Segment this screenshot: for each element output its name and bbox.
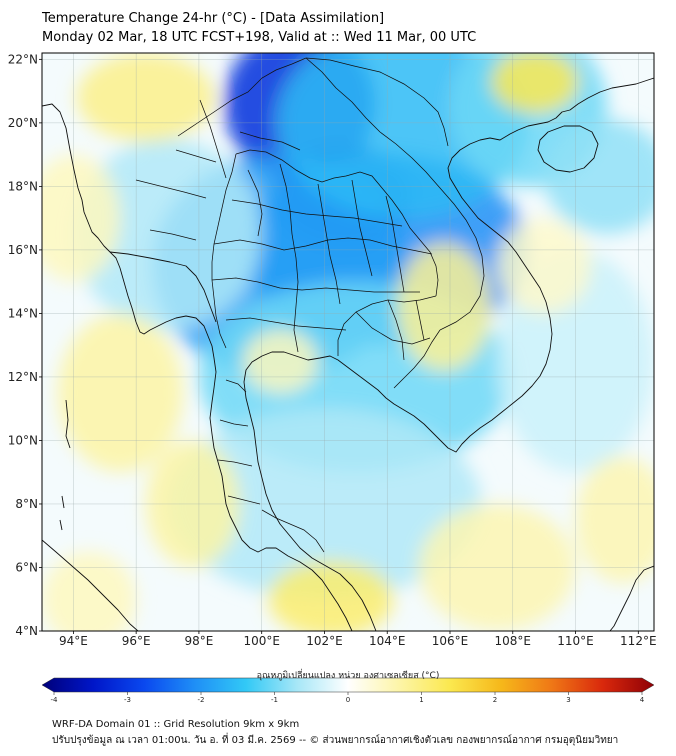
lat-tick-label: 6°N: [15, 560, 38, 574]
border-cambodia-vietnam: [393, 329, 441, 389]
lon-tick-label: 96°E: [122, 634, 151, 648]
coastlines-and-borders: [42, 77, 654, 631]
hainan-island: [537, 125, 599, 173]
lat-tick-label: 22°N: [8, 52, 38, 66]
colorbar-tick-label: -3: [124, 696, 131, 704]
lat-tick-label: 8°N: [15, 497, 38, 511]
lat-tick-label: 18°N: [8, 179, 38, 193]
andaman-islands: [59, 399, 71, 531]
lon-tick-label: 110°E: [557, 634, 594, 648]
border-thailand-myanmar: [211, 153, 237, 349]
colorbar-tick-label: 3: [566, 696, 570, 704]
graticule: [42, 53, 654, 631]
border-laos-vietnam: [305, 57, 485, 331]
lat-tick-label: 4°N: [15, 624, 38, 638]
map-frame: [41, 52, 655, 632]
lat-tick-label: 16°N: [8, 243, 38, 257]
border-thailand-cambodia: [337, 295, 437, 356]
colorbar-tick-label: 4: [640, 696, 645, 704]
myanmar-divisions: [135, 99, 227, 241]
temperature-field: [42, 53, 654, 631]
west-coast-inland: [109, 251, 217, 323]
lat-tick-label: 12°N: [8, 370, 38, 384]
lon-tick-label: 94°E: [59, 634, 88, 648]
colorbar-tick-label: 0: [346, 696, 350, 704]
lat-tick-label: 14°N: [8, 306, 38, 320]
footer-model-info: WRF-DA Domain 01 :: Grid Resolution 9km …: [52, 719, 300, 730]
colorbar-tick-label: -1: [271, 696, 278, 704]
colorbar: -4 -3 -2 -1 0 1 2 3 4: [41, 677, 655, 704]
anomaly-region: [42, 551, 137, 631]
anomaly-region: [267, 561, 394, 631]
anomaly-region: [57, 313, 184, 473]
sumatra-tip: [42, 539, 139, 631]
cambodia-provinces: [355, 299, 431, 361]
peninsula-provinces: [217, 379, 261, 505]
lon-tick-label: 104°E: [369, 634, 406, 648]
border-china: [305, 57, 449, 147]
colorbar-label: อุณหภูมิเปลี่ยนแปลง หน่วย องศาเซลเซียส (…: [256, 671, 440, 681]
province-lines-b: [247, 163, 405, 353]
anomaly-region: [544, 119, 654, 235]
lon-tick-label: 100°E: [243, 634, 280, 648]
lon-tick-label: 102°E: [306, 634, 343, 648]
lat-tick-label: 20°N: [8, 116, 38, 130]
lon-tick-label: 106°E: [432, 634, 469, 648]
colorbar-tick-label: -4: [51, 696, 59, 704]
border-myanmar-north: [177, 57, 307, 137]
malaysia-thailand-border: [261, 509, 325, 553]
map-title: Temperature Change 24-hr (°C) - [Data As…: [42, 11, 385, 26]
anomaly-region: [396, 243, 491, 371]
anomaly-region: [76, 53, 215, 142]
map-subtitle: Monday 02 Mar, 18 UTC FCST+198, Valid at…: [42, 30, 477, 45]
colorbar-tick-label: 1: [419, 696, 423, 704]
colorbar-tick-label: -2: [198, 696, 205, 704]
province-lines-c: [225, 131, 403, 331]
lon-tick-label: 112°E: [620, 634, 657, 648]
borneo-coast: [609, 565, 654, 631]
province-lines-a: [211, 237, 433, 293]
anomaly-region: [575, 456, 654, 584]
lon-tick-label: 108°E: [495, 634, 532, 648]
lat-tick-label: 10°N: [8, 433, 38, 447]
anomaly-region: [497, 218, 592, 314]
footer-credit: ปรับปรุงข้อมูล ณ เวลา 01:00น. วัน อ. ที่…: [52, 735, 619, 746]
border-thailand-laos: [235, 149, 439, 297]
coastline-gulf-of-thailand: [243, 77, 654, 631]
axis-labels: 4°N 6°N 8°N 10°N 12°N 14°N 16°N 18°N 20°N 22°N 94°…: [8, 52, 657, 648]
coastline-bay-of-bengal: [42, 103, 353, 631]
admin-borders: [135, 57, 485, 553]
colorbar-tick-label: 2: [493, 696, 497, 704]
lon-tick-label: 98°E: [184, 634, 213, 648]
